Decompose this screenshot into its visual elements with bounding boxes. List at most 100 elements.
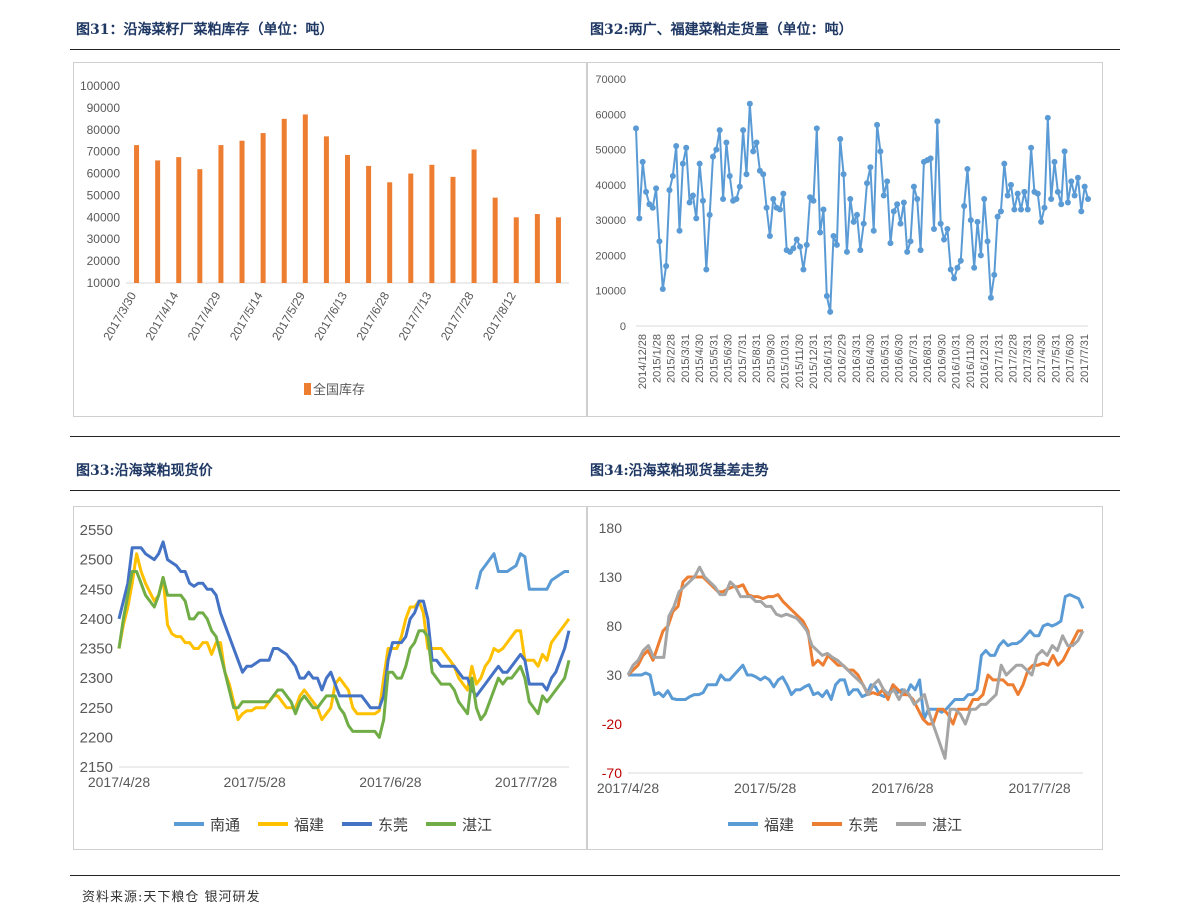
- data-point: [743, 171, 750, 178]
- y-tick-label: 2550: [80, 522, 113, 539]
- bar: [534, 214, 540, 283]
- y-tick-label: 30: [606, 667, 622, 683]
- data-point: [813, 125, 820, 132]
- data-point: [947, 266, 954, 273]
- series-line: [117, 552, 571, 722]
- data-point: [967, 217, 974, 224]
- data-point: [793, 236, 800, 243]
- data-point: [974, 218, 981, 225]
- x-tick-label: 2016/4/30: [865, 334, 877, 383]
- data-point: [696, 160, 703, 167]
- data-point: [643, 188, 650, 195]
- data-point: [790, 245, 797, 252]
- data-point: [1041, 204, 1048, 211]
- bar: [345, 154, 350, 283]
- data-point: [977, 252, 984, 259]
- data-point: [870, 227, 877, 234]
- data-point: [984, 238, 991, 245]
- data-point: [1078, 208, 1085, 215]
- data-point: [679, 160, 686, 167]
- x-tick-label: 2017/6/28: [359, 774, 421, 790]
- data-point: [753, 139, 760, 146]
- data-point: [874, 121, 881, 128]
- x-tick-label: 2015/7/31: [737, 334, 749, 383]
- x-tick-label: 2015/10/31: [780, 334, 792, 389]
- series-line: [117, 570, 571, 739]
- x-tick-label: 2017/5/31: [1050, 334, 1062, 383]
- chart-31-frame: 10000 20000 30000 40000 50000 60000 70000 80000…: [73, 62, 587, 417]
- x-tick-label: 2017/4/30: [1036, 334, 1048, 383]
- data-point: [703, 266, 710, 273]
- data-point: [897, 220, 904, 227]
- y-tick-label: 50000: [87, 188, 121, 202]
- y-tick-label: 2400: [80, 611, 113, 628]
- data-point: [904, 248, 911, 255]
- x-tick-label: 2015/12/31: [808, 334, 820, 389]
- x-tick-label: 2017/6/28: [871, 780, 933, 796]
- data-point: [736, 183, 743, 190]
- series-line: [626, 575, 1083, 726]
- data-point: [706, 211, 713, 218]
- x-tick-label: 2015/3/31: [680, 334, 692, 383]
- top-rule: [70, 49, 1120, 50]
- x-tick-label: 2016/8/31: [922, 334, 934, 383]
- bar: [450, 176, 456, 283]
- legend-label: 湛江: [932, 817, 962, 834]
- series-line: [635, 103, 1089, 313]
- data-point: [720, 195, 727, 202]
- lower-rule: [70, 490, 1120, 491]
- bar: [260, 133, 266, 283]
- x-tick-label: 2015/11/30: [794, 334, 806, 388]
- data-point: [994, 213, 1001, 220]
- bar: [176, 157, 182, 283]
- x-tick-label: 2017/6/28: [353, 289, 392, 343]
- data-point: [800, 266, 807, 273]
- data-point: [944, 225, 951, 232]
- data-point: [686, 199, 693, 206]
- data-point: [880, 192, 887, 199]
- y-tick-label: 180: [599, 520, 623, 536]
- data-point: [900, 199, 907, 206]
- data-point: [927, 155, 934, 162]
- y-tick-label: 2250: [80, 700, 113, 717]
- bar: [323, 136, 329, 283]
- figure-34-title: 图34:沿海菜粕现货基差走势: [590, 463, 769, 479]
- y-tick-label: 50000: [595, 145, 626, 157]
- x-tick-label: 2015/4/30: [694, 334, 706, 383]
- data-point: [733, 195, 740, 202]
- y-tick-label: 2350: [80, 641, 113, 658]
- data-point: [907, 238, 914, 245]
- y-tick-label: 10000: [595, 286, 626, 298]
- data-point: [1034, 190, 1041, 197]
- x-tick-label: 2016/7/31: [908, 334, 920, 383]
- data-point: [673, 143, 680, 150]
- y-tick-label: 20000: [87, 254, 121, 268]
- x-tick-label: 2017/7/28: [495, 774, 557, 790]
- data-point: [656, 238, 663, 245]
- data-point: [957, 257, 964, 264]
- data-point: [723, 139, 730, 146]
- data-point: [860, 220, 867, 227]
- chart-32: 0 10000 20000 30000 40000 50000 60000 70000 2014…: [595, 74, 1091, 389]
- data-point: [633, 125, 639, 132]
- data-point: [683, 144, 690, 151]
- data-point: [1021, 188, 1028, 195]
- bar: [239, 140, 245, 283]
- bar: [155, 160, 161, 283]
- source-note: 资料来源:天下粮仓 银河研发: [82, 890, 261, 905]
- data-point: [1001, 160, 1008, 167]
- y-tick-label: 80: [606, 618, 622, 634]
- data-point: [951, 275, 958, 282]
- x-tick-label: 2017/5/28: [734, 780, 796, 796]
- bar: [366, 165, 372, 283]
- data-point: [867, 164, 874, 171]
- chart-34-frame: -70 -20 30 80 130 180 2017/4/28 2017/5/28 2017/6…: [587, 506, 1103, 850]
- legend-label: 湛江: [462, 817, 492, 834]
- data-point: [877, 148, 884, 155]
- x-tick-label: 2016/1/31: [822, 334, 834, 383]
- x-tick-label: 2017/7/28: [438, 289, 477, 343]
- data-point: [776, 206, 783, 213]
- data-point: [649, 204, 656, 211]
- chart-32-frame: 0 10000 20000 30000 40000 50000 60000 70000 2014…: [587, 62, 1103, 417]
- data-point: [1051, 158, 1058, 165]
